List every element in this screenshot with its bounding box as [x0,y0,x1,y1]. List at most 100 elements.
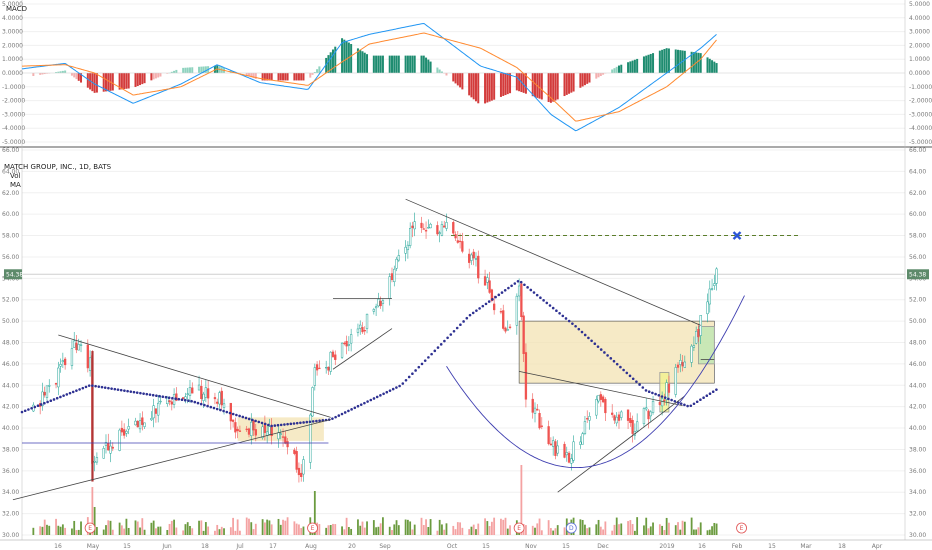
ma-dot [430,352,433,356]
macd-hist-bar [266,73,269,81]
ma-dot [132,390,136,394]
ma-dot [471,311,475,315]
ma-dot [49,399,53,403]
volume-bar [204,522,207,535]
ma-dot [590,339,593,343]
volume-bar [347,527,350,535]
macd-hist-bar [284,73,287,81]
candle-body [438,232,441,234]
time-tick: Jul [235,543,244,550]
macd-hist-bar [293,73,296,81]
macd-hist-bar [677,49,680,73]
volume-bar [357,519,359,535]
volume-bar [318,524,321,535]
ma-dot [507,286,510,290]
macd-hist-bar [55,72,58,73]
candle-body [134,420,137,426]
macd-hist-bar [663,48,666,73]
ma-dot [683,403,686,407]
macd-hist-bar [279,73,282,81]
macd-hist-bar [502,73,505,96]
macd-hist-bar [613,68,616,73]
candle-body [281,436,285,438]
macd-hist-bar [59,71,62,73]
volume-bar [159,526,162,535]
ma-dot [39,403,43,406]
ma-dot [417,365,421,369]
candle-body [93,461,96,463]
macd-hist-bar [649,53,652,73]
macd-hist-bar [345,41,348,73]
macd-hist-bar [617,65,620,73]
volume-bar [427,526,430,535]
ma-dot [155,394,158,397]
macd-hist-bar [295,73,298,81]
volume-bar [341,526,343,535]
macd-hist-bar [73,73,76,78]
macd-hist-bar [490,73,493,101]
candle-body [138,420,142,430]
volume-bar [109,520,112,535]
price-tick-right: 34.00 [909,489,926,496]
macd-hist-bar [713,61,716,73]
candle-body [554,441,557,456]
ma-dot [161,395,165,398]
candle-body [629,418,632,423]
candle-body [213,397,217,400]
ma-dot [196,401,200,405]
ma-dot [395,386,398,389]
ma-dot [75,389,78,392]
volume-bar [150,522,153,535]
volume-bar [411,529,414,535]
volume-bar [202,530,205,535]
ma-dot [164,395,168,399]
volume-bar [629,520,632,535]
ma-dot [187,399,190,403]
candle-body [452,222,455,234]
candle-body [599,394,602,400]
ma-dot [36,404,40,408]
volume-bar [509,525,511,535]
price-tick-right: 50.00 [909,318,926,325]
volume-bar [234,530,237,535]
macd-hist-bar [356,48,359,73]
ma-dot [135,391,139,394]
candle-body [617,414,621,421]
ma-dot [487,300,491,303]
candle-body [508,326,512,328]
candle-body [202,393,205,401]
macd-hist-bar [570,73,573,93]
ma-dot [481,304,485,308]
volume-bar [649,526,652,535]
ma-dot [206,404,209,408]
macd-hist-bar [95,73,98,93]
candle-body [547,426,550,444]
candle-body [393,268,396,283]
ma-dot [539,296,542,300]
volume-bar [220,526,223,535]
candle-body [120,427,124,433]
candle-body [588,416,591,421]
macd-hist-bar [468,73,471,96]
candle-body [43,391,46,396]
macd-hist-bar [390,55,393,73]
candle-body [277,432,280,440]
ma-dot [91,384,94,387]
volume-bar [182,530,185,535]
candle-body [660,398,664,407]
candle-body [549,443,553,446]
macd-hist-bar [102,73,105,92]
candle-body [411,225,414,228]
ma-dot [702,396,705,400]
candle-body [88,357,92,371]
macd-hist-bar [379,55,382,73]
volume-bar [663,530,666,535]
candle-body [472,251,475,259]
macd-hist-bar [309,73,312,78]
volume-bar [105,525,107,535]
price-tick-right: 30.00 [909,532,926,539]
volume-bar [547,520,550,535]
volume-bar [697,527,700,535]
volume-bar [581,519,584,535]
volume-bar [223,528,225,535]
